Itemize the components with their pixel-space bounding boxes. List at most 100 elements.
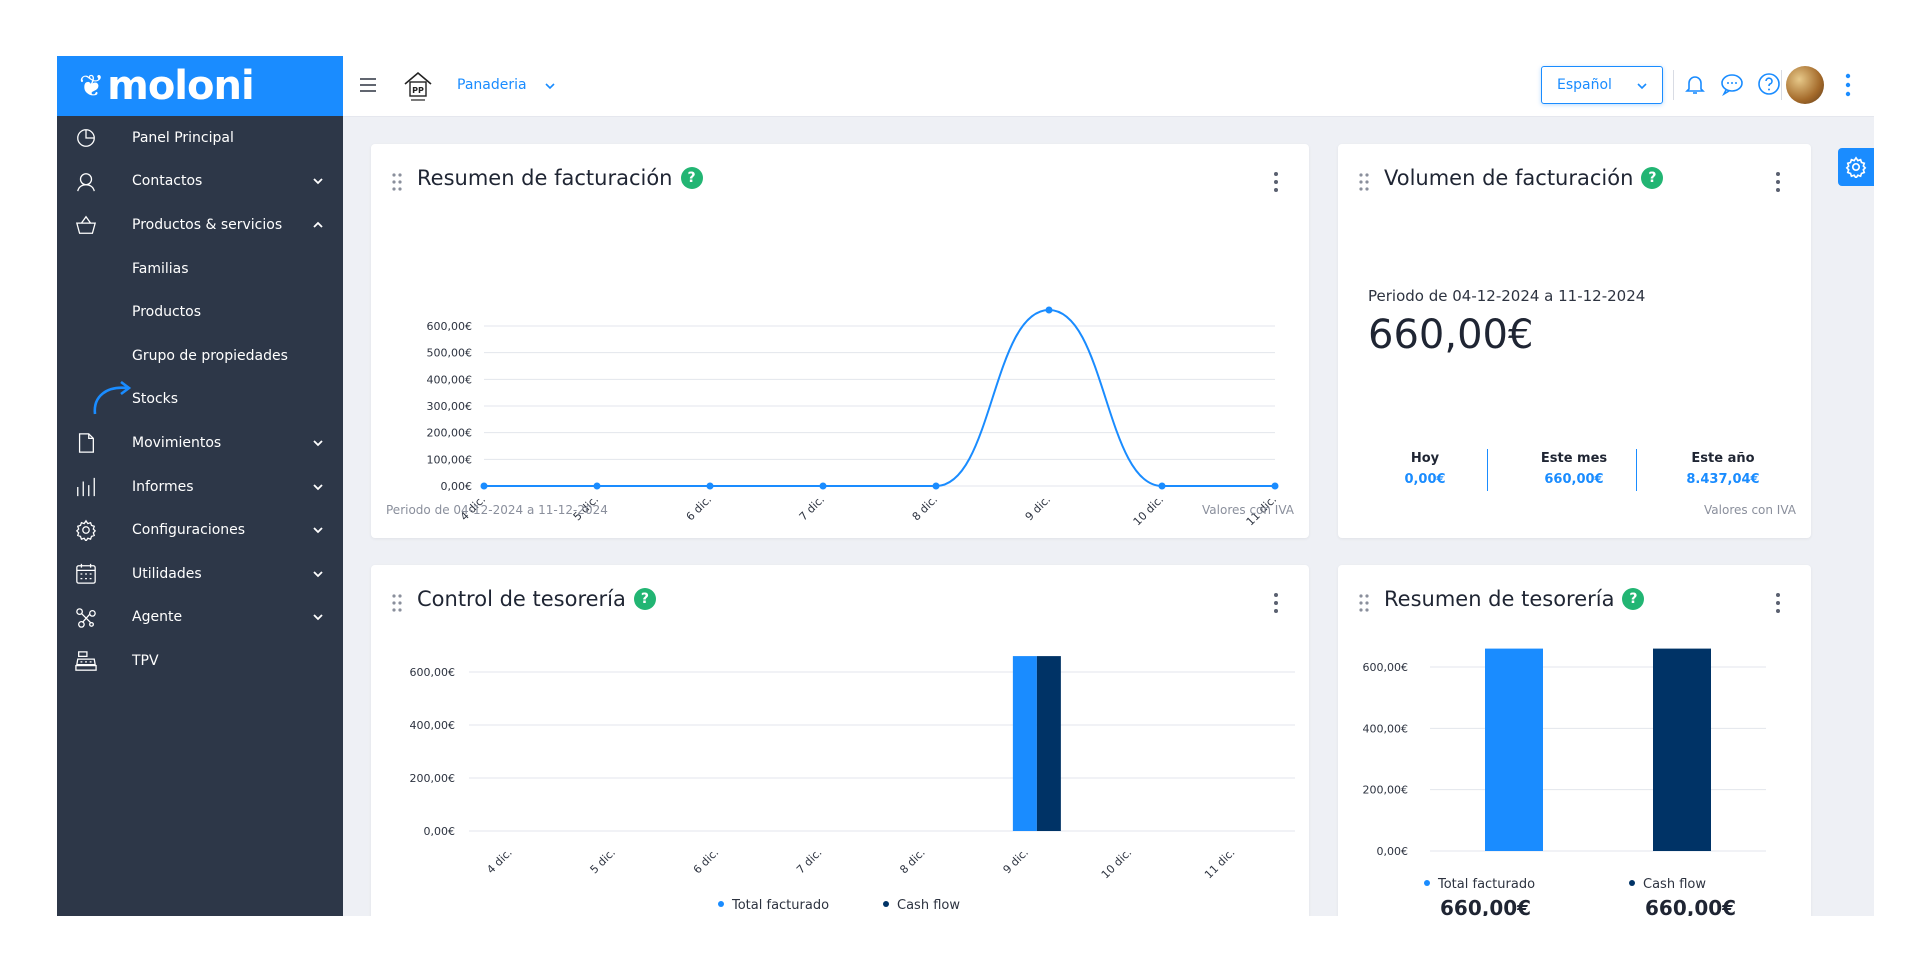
sidebar-item-label: Panel Principal [132,129,234,146]
pie-chart-icon [75,127,97,149]
tick-label: 400,00€ [410,719,456,732]
sidebar-item-productos-servicios[interactable]: Productos & servicios [57,203,343,247]
tick-label: 8 dic. [910,493,940,523]
avatar[interactable] [1786,66,1824,104]
chat-icon[interactable] [1720,72,1744,96]
calendar-icon [75,563,97,585]
top-bar: PP Panaderia Español [343,56,1874,117]
more-vertical-icon[interactable] [1775,170,1781,194]
sidebar-item-label: Utilidades [132,565,202,582]
moloni-logo[interactable]: ❦ moloni [57,56,343,116]
total-facturado-value: 660,00€ [1440,896,1532,916]
sidebar-item-panel-principal[interactable]: Panel Principal [57,116,343,160]
user-icon [75,171,97,193]
help-badge-icon[interactable]: ? [1641,167,1664,189]
drag-handle-icon[interactable] [1358,593,1370,613]
sidebar-item-label: Movimientos [132,434,222,451]
network-icon [75,607,97,629]
sidebar-subitem-grupo-propiedades[interactable]: Grupo de propiedades [57,334,343,378]
legend-label: Cash flow [1643,877,1706,892]
legend-dot [883,901,889,907]
help-badge-icon[interactable]: ? [680,167,703,189]
sidebar-item-label: Contactos [132,173,203,190]
tick-label: 600,00€ [427,320,473,333]
drag-handle-icon[interactable] [391,172,403,192]
tick-label: 10 dic. [1099,846,1134,881]
data-point [480,482,488,490]
tick-label: 6 dic. [684,493,714,523]
cash-flow-value: 660,00€ [1645,896,1737,916]
card-resumen-facturacion: Resumen de facturación? 0,00€ 100,00€ 200,… [371,144,1309,538]
divider [1487,449,1488,491]
card-title: Control de tesorería? [417,587,656,611]
logo-mark-icon: ❦ [79,68,104,104]
sidebar-subitem-stocks[interactable]: Stocks [57,378,343,422]
drag-handle-icon[interactable] [1358,172,1370,192]
legend-total-facturado[interactable]: Total facturado [718,898,829,913]
chevron-down-icon [313,483,323,490]
app-root: ❦ moloni Panel Principal Contactos Produ… [57,56,1874,916]
tick-label: 400,00€ [427,373,473,386]
more-vertical-icon[interactable] [1273,170,1279,194]
help-badge-icon[interactable]: ? [1622,588,1645,610]
card-volumen-facturacion: Volumen de facturación? Periodo de 04-12… [1338,144,1811,538]
chevron-down-icon [313,440,323,447]
sidebar-item-configuraciones[interactable]: Configuraciones [57,508,343,552]
card-title-text: Volumen de facturación [1384,166,1634,190]
more-vertical-icon[interactable] [1775,591,1781,615]
more-vertical-icon[interactable] [1845,72,1851,98]
legend-label: Total facturado [1438,877,1536,892]
card-title: Resumen de tesorería? [1384,587,1645,611]
sidebar-item-label: Stocks [132,391,179,408]
legend-cash-flow[interactable]: Cash flow [1629,877,1706,892]
gear-icon [75,519,97,543]
sidebar-item-informes[interactable]: Informes [57,465,343,509]
sidebar-item-label: Informes [132,478,194,495]
tick-label: 600,00€ [410,666,456,679]
sidebar-item-contactos[interactable]: Contactos [57,160,343,204]
hamburger-menu-icon[interactable] [359,76,377,94]
card-title-text: Control de tesorería [417,587,626,611]
sidebar-item-utilidades[interactable]: Utilidades [57,552,343,596]
sidebar-item-label: Productos [132,304,202,321]
legend-label: Cash flow [897,898,960,913]
sidebar-item-tpv[interactable]: TPV [57,639,343,683]
vat-note: Valores con IVA [1704,503,1796,517]
tick-label: 300,00€ [427,400,473,413]
settings-tab[interactable] [1838,148,1874,186]
legend-label: Total facturado [732,898,830,913]
tick-label: 7 dic. [797,493,827,523]
stat-este-mes: Este mes 660,00€ [1499,451,1649,487]
language-select[interactable]: Español [1541,66,1663,104]
tick-label: 100,00€ [427,453,473,466]
more-vertical-icon[interactable] [1273,591,1279,615]
legend-dot [1629,880,1635,886]
stat-value: 0,00€ [1404,472,1446,487]
sidebar-subitem-productos[interactable]: Productos [57,290,343,334]
chevron-down-icon [313,178,323,185]
sidebar-item-agente[interactable]: Agente [57,596,343,640]
data-point [706,482,714,490]
tick-label: 6 dic. [691,846,721,876]
sidebar: ❦ moloni Panel Principal Contactos Produ… [57,56,343,916]
bell-icon[interactable] [1683,72,1707,96]
store-logo[interactable]: PP [401,69,435,103]
help-badge-icon[interactable]: ? [633,588,656,610]
chevron-up-icon [313,221,323,228]
chevron-down-icon[interactable] [544,80,556,92]
gear-icon [1845,156,1867,178]
legend-cash-flow[interactable]: Cash flow [883,898,960,913]
chevron-down-icon [313,527,323,534]
chevron-down-icon [1637,83,1647,90]
stat-label: Hoy [1410,451,1440,466]
sidebar-subitem-familias[interactable]: Familias [57,247,343,291]
sidebar-item-movimientos[interactable]: Movimientos [57,421,343,465]
tick-label: 500,00€ [427,347,473,360]
store-name[interactable]: Panaderia [457,77,527,93]
card-title-text: Resumen de facturación [417,166,673,190]
line-chart: 0,00€ 100,00€ 200,00€ 300,00€ 400,00€ 500,00€… [427,306,1279,528]
drag-handle-icon[interactable] [391,593,403,613]
help-icon[interactable] [1757,72,1781,96]
legend-total-facturado[interactable]: Total facturado [1424,877,1535,892]
sidebar-item-label: Familias [132,260,189,277]
